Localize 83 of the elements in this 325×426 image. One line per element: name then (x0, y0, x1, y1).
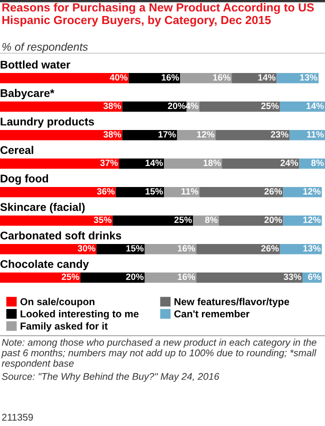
bar (200, 102, 280, 112)
data-label: 26% (261, 245, 279, 252)
data-label: 25% (261, 102, 279, 110)
bar (0, 158, 120, 169)
y-tick-label: Babycare* (0, 88, 54, 100)
data-label: 6% (308, 274, 321, 280)
legend-label: New features/flavor/type (174, 298, 290, 308)
bar (0, 272, 80, 283)
bar (164, 158, 222, 169)
data-label: 15% (126, 245, 144, 252)
data-label: 14% (258, 74, 276, 81)
legend-label: Looked interesting to me (20, 310, 139, 320)
bar (180, 73, 232, 84)
data-label: 12% (303, 188, 321, 195)
y-tick-label: Dog food (0, 174, 48, 185)
bar (290, 130, 325, 140)
data-label: 11% (307, 131, 324, 138)
bar (112, 215, 194, 226)
bar (119, 158, 164, 169)
bar (222, 158, 300, 169)
data-label: 12% (197, 131, 214, 138)
legend-label: Can't remember (174, 310, 250, 318)
legend-label: On sale/coupon (20, 298, 94, 308)
data-label: 23% (270, 131, 288, 138)
data-label: 33% (284, 274, 302, 280)
data-label: 13% (300, 74, 318, 81)
text: 211359 (2, 414, 33, 421)
bar (0, 102, 122, 112)
bar (128, 73, 180, 84)
data-label: 16% (178, 274, 196, 280)
data-label: 35% (94, 216, 112, 224)
y-tick-label: Bottled water (0, 60, 70, 69)
bar (0, 130, 122, 140)
data-label: 40% (110, 74, 128, 81)
bar (122, 130, 177, 140)
data-label: 16% (178, 245, 196, 252)
data-label: 20% (168, 102, 186, 110)
data-label: 36% (97, 188, 115, 195)
data-label: 20% (126, 274, 144, 280)
source-note: Source: "The Why Behind the Buy?" May 24, 2016 (2, 372, 220, 382)
data-label: 15% (146, 188, 163, 195)
bar (122, 102, 187, 112)
chart-subtitle: % of respondents (2, 42, 88, 53)
data-label: 8% (311, 160, 324, 166)
bar (196, 272, 302, 283)
bar (216, 130, 290, 140)
bar (0, 73, 129, 84)
y-tick-label: Cereal (0, 146, 34, 154)
bar (0, 215, 113, 226)
data-label: 12% (303, 216, 321, 223)
y-tick-label: Carbonated soft drinks (0, 231, 122, 240)
data-label: 14% (306, 102, 324, 110)
data-label: 11% (182, 188, 198, 195)
data-label: 25% (62, 274, 80, 280)
data-label: 14% (146, 160, 163, 166)
text: Note: among those who purchased a new product in each category in the past 6 months; numbers may not add up to 100% due to rounding; *small respondent base (1, 338, 316, 369)
data-label: 26% (264, 188, 282, 195)
data-label: 16% (213, 74, 230, 81)
bar (196, 244, 280, 254)
data-label: 30% (78, 245, 96, 252)
data-label: 37% (100, 160, 118, 166)
data-label: 18% (204, 160, 221, 166)
data-label: 16% (162, 74, 179, 81)
bar (0, 244, 97, 254)
data-label: 8% (205, 216, 218, 224)
chart-title: Reasons for Purchasing a New Product According to US Hispanic Grocery Buyers, by Category, Dec 2015 (2, 2, 314, 27)
bar (276, 73, 319, 84)
legend-label: Family asked for it (20, 322, 108, 332)
data-label: 38% (103, 131, 122, 138)
data-label: 24% (280, 160, 298, 166)
data-label: 20% (264, 216, 282, 224)
y-tick-label: Chocolate candy (0, 260, 89, 270)
bar (232, 73, 277, 84)
data-label: 38% (103, 102, 122, 110)
y-tick-label: Laundry products (0, 117, 94, 128)
data-label: 17% (158, 131, 176, 138)
bar (0, 186, 116, 198)
bar (280, 102, 325, 112)
data-label: 25% (174, 216, 192, 224)
y-tick-label: Skincare (facial) (0, 202, 85, 214)
bar (176, 130, 216, 140)
data-label: 13% (303, 245, 321, 252)
bar (200, 186, 284, 198)
